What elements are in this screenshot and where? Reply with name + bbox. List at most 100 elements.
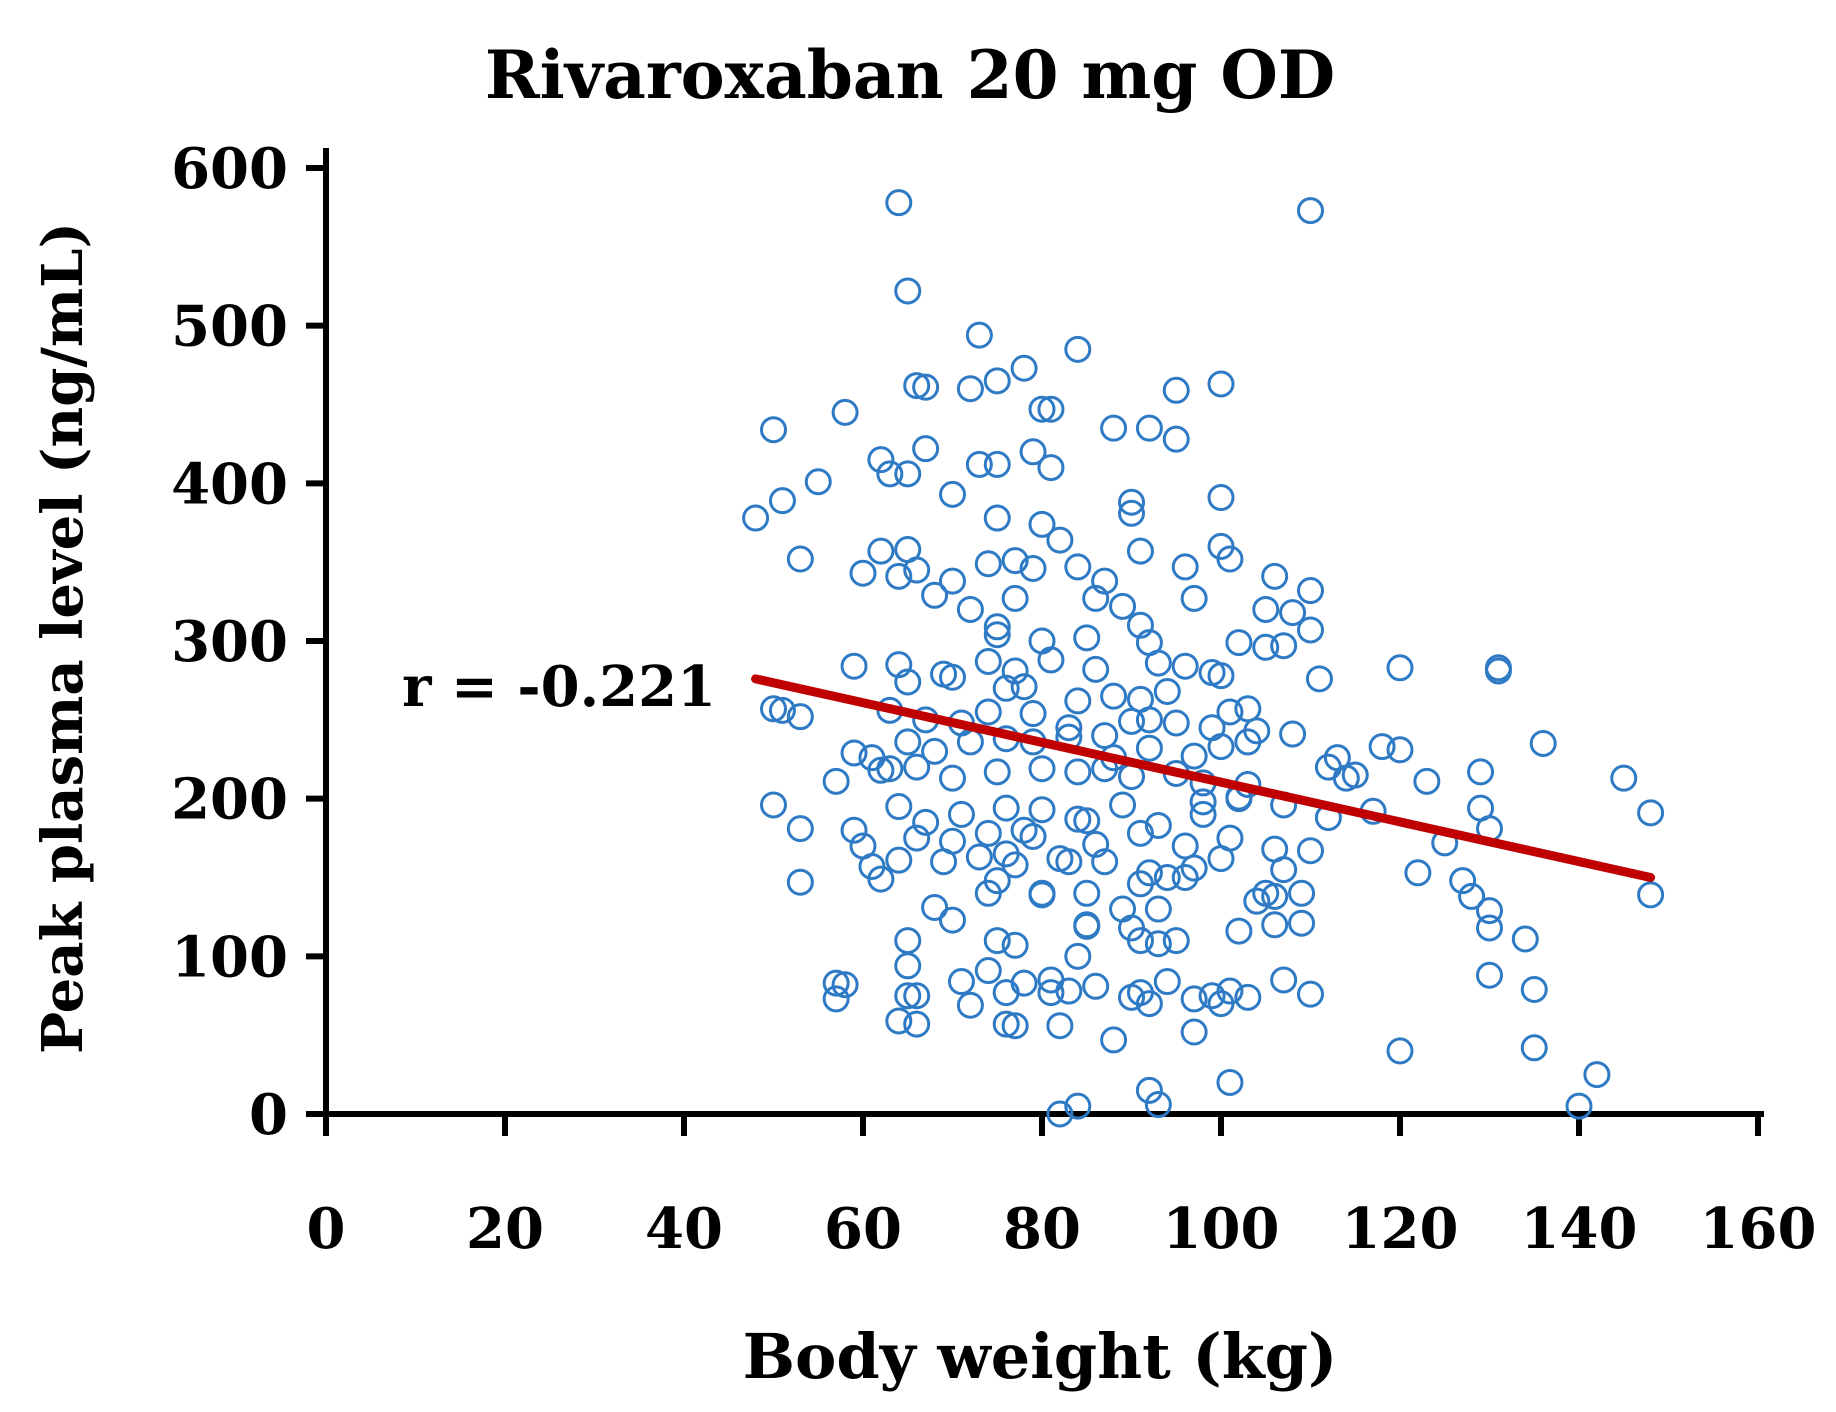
scatter-points (742, 189, 1665, 1128)
scatter-point (1046, 526, 1074, 554)
scatter-point (885, 189, 913, 217)
scatter-point (1162, 709, 1190, 737)
scatter-point (974, 698, 1002, 726)
scatter-point (1001, 547, 1029, 575)
y-tick-label: 600 (171, 136, 288, 202)
scatter-point (1270, 856, 1298, 884)
scatter-point (983, 450, 1011, 478)
scatter-point (1091, 722, 1119, 750)
scatter-point (1207, 733, 1235, 761)
scatter-point (831, 398, 859, 426)
scatter-point (876, 755, 904, 783)
scatter-point (1449, 867, 1477, 895)
scatter-point (768, 487, 796, 515)
scatter-point (840, 652, 868, 680)
scatter-point (1055, 714, 1083, 742)
scatter-point (822, 969, 850, 997)
x-tick-label: 80 (1003, 1196, 1081, 1262)
scatter-point (903, 824, 931, 852)
scatter-point (1144, 1091, 1172, 1119)
scatter-point (903, 753, 931, 781)
scatter-point (921, 893, 949, 921)
scatter-point (1073, 879, 1101, 907)
scatter-point (1413, 767, 1441, 795)
scatter-point (956, 728, 984, 756)
scatter-point (1270, 632, 1298, 660)
scatter-point (1288, 909, 1316, 937)
scatter-point (1529, 729, 1557, 757)
scatter-point (1189, 800, 1217, 828)
scatter-point (885, 651, 913, 679)
scatter-point (1028, 510, 1056, 538)
scatter-point (1118, 983, 1145, 1011)
scatter-point (1153, 677, 1181, 705)
scatter-point (1252, 633, 1280, 661)
scatter-point (1001, 1012, 1029, 1040)
scatter-point (983, 758, 1011, 786)
scatter-point (1476, 961, 1503, 989)
scatter-point (894, 277, 922, 305)
scatter-point (894, 460, 922, 488)
scatter-point (742, 504, 770, 532)
scatter-point (1064, 335, 1092, 363)
scatter-point (1180, 985, 1208, 1013)
scatter-point (1162, 927, 1190, 955)
scatter-point (1073, 911, 1101, 939)
x-tick-label: 40 (645, 1196, 723, 1262)
scatter-point (1037, 395, 1065, 423)
scatter-point (1305, 665, 1333, 693)
scatter-point (974, 550, 1002, 578)
trendline (751, 674, 1656, 882)
scatter-point (992, 794, 1020, 822)
scatter-point (939, 663, 966, 691)
x-axis-label: Body weight (kg) (743, 1320, 1338, 1393)
scatter-point (867, 446, 895, 474)
scatter-point (1118, 707, 1145, 735)
scatter-point (1565, 1092, 1593, 1120)
scatter-point (1001, 931, 1029, 959)
scatter-point (1288, 879, 1316, 907)
y-axis-ticks: 0 100 200 300 400 500 600 (171, 136, 326, 1148)
scatter-point (1037, 979, 1065, 1007)
chart-title: Rivaroxaban 20 mg OD (485, 36, 1335, 114)
scatter-point (939, 906, 966, 934)
scatter-point (1064, 942, 1092, 970)
scatter-point (939, 764, 966, 792)
scatter-point (1153, 968, 1181, 996)
scatter-point (1180, 584, 1208, 612)
scatter-point (930, 848, 958, 876)
scatter-point (956, 375, 984, 403)
scatter-point (992, 979, 1020, 1007)
scatter-point (1234, 983, 1262, 1011)
scatter-point (1171, 832, 1199, 860)
scatter-point (1189, 788, 1217, 816)
scatter-point (1135, 734, 1163, 762)
scatter-point (840, 816, 868, 844)
scatter-point (992, 674, 1020, 702)
scatter-point (1467, 758, 1495, 786)
scatter-point (1019, 554, 1047, 582)
scatter-point (1207, 370, 1235, 398)
scatter-point (912, 373, 940, 401)
scatter-point (1037, 646, 1065, 674)
scatter-point (965, 843, 993, 871)
scatter-point (1297, 577, 1324, 605)
scatter-point (1126, 927, 1154, 955)
scatter-point (1135, 706, 1163, 734)
scatter-point (1458, 882, 1486, 910)
scatter-point (1252, 879, 1280, 907)
scatter-point (1109, 592, 1137, 620)
scatter-point (1520, 975, 1548, 1003)
scatter-point (947, 968, 975, 996)
scatter-point (1180, 854, 1208, 882)
y-tick-label: 100 (171, 924, 288, 990)
scatter-point (804, 468, 832, 496)
scatter-point (786, 703, 814, 731)
x-tick-label: 100 (1163, 1196, 1280, 1262)
scatter-point (974, 647, 1002, 675)
scatter-point (965, 321, 993, 349)
scatter-point (1404, 859, 1432, 887)
scatter-point (903, 372, 931, 400)
scatter-point (1100, 682, 1128, 710)
scatter-point (1028, 879, 1056, 907)
